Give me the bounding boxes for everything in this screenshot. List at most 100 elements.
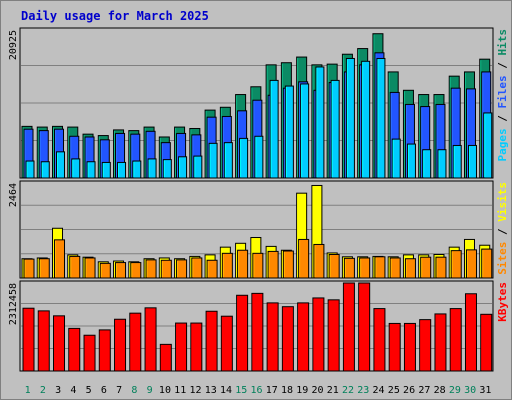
bar-sites-day-18	[282, 250, 294, 279]
bar-kbytes-day-27	[419, 319, 432, 372]
bar-kbytes-day-30	[464, 293, 477, 372]
x-tick-day-2: 2	[40, 385, 46, 396]
x-tick-day-31: 31	[479, 385, 491, 396]
bar-sites-day-9	[145, 259, 157, 279]
bar-pages-day-13	[208, 142, 218, 179]
bar-pages-day-15	[239, 137, 249, 179]
bar-pages-day-4	[71, 158, 81, 179]
bar-pages-day-12	[193, 155, 203, 179]
bar-pages-day-5	[86, 161, 96, 179]
bar-kbytes-day-10	[159, 343, 172, 372]
bar-kbytes-day-8	[129, 312, 142, 372]
bar-sites-day-15	[237, 249, 249, 279]
bar-pages-day-31	[483, 112, 493, 179]
bar-pages-day-26	[406, 143, 416, 179]
chart-title: Daily usage for March 2025	[21, 9, 209, 23]
bar-kbytes-day-9	[144, 307, 157, 372]
x-tick-day-19: 19	[296, 385, 308, 396]
bar-kbytes-day-7	[114, 318, 127, 372]
bar-sites-day-14	[221, 252, 233, 279]
bar-kbytes-day-2	[37, 310, 50, 372]
bar-sites-day-7	[115, 262, 127, 279]
x-tick-day-1: 1	[25, 385, 31, 396]
bar-kbytes-day-16	[251, 292, 264, 372]
bar-sites-day-20	[313, 243, 325, 279]
x-tick-day-18: 18	[281, 385, 293, 396]
bar-pages-day-21	[330, 79, 340, 179]
bar-sites-day-6	[99, 262, 111, 279]
legend-entry-hits-files-pages-4: Hits	[496, 29, 509, 56]
bar-kbytes-day-28	[434, 313, 447, 372]
bar-sites-day-30	[465, 249, 477, 279]
bar-kbytes-day-13	[205, 310, 218, 372]
legend-sites-visits: Sites / Visits	[496, 182, 509, 275]
bar-kbytes-day-14	[220, 315, 233, 372]
bar-sites-day-16	[252, 252, 264, 279]
bar-pages-day-10	[162, 159, 172, 179]
bar-sites-day-29	[450, 250, 462, 279]
bar-pages-day-14	[223, 142, 233, 179]
x-tick-day-25: 25	[388, 385, 400, 396]
bar-pages-day-23	[361, 60, 371, 179]
bar-sites-day-22	[343, 257, 355, 279]
bar-pages-day-9	[147, 158, 157, 179]
bar-kbytes-day-11	[175, 322, 188, 372]
bar-pages-day-11	[178, 156, 188, 179]
x-tick-day-12: 12	[189, 385, 201, 396]
bar-sites-day-27	[420, 256, 432, 279]
bar-sites-day-5	[84, 257, 96, 279]
bar-sites-day-24	[374, 256, 386, 279]
x-tick-day-21: 21	[327, 385, 339, 396]
bar-kbytes-day-26	[403, 322, 416, 372]
bar-kbytes-day-18	[281, 306, 294, 372]
x-tick-day-26: 26	[403, 385, 415, 396]
bar-kbytes-day-22	[342, 282, 355, 372]
x-tick-day-10: 10	[159, 385, 171, 396]
bar-sites-day-1	[23, 258, 35, 279]
x-tick-day-15: 15	[235, 385, 247, 396]
bar-kbytes-day-6	[98, 329, 111, 372]
legend-entry-sites-visits-2: Visits	[496, 182, 509, 222]
bar-pages-day-3	[56, 151, 66, 179]
x-tick-day-22: 22	[342, 385, 354, 396]
legend-hits-files-pages: Pages / Files / Hits	[496, 29, 509, 162]
x-tick-day-5: 5	[86, 385, 92, 396]
bar-sites-day-23	[359, 257, 371, 279]
bar-pages-day-18	[284, 85, 294, 179]
y-max-label-hits-files-pages: 20925	[8, 30, 19, 60]
bar-sites-day-10	[160, 259, 172, 279]
bar-kbytes-day-17	[266, 302, 279, 372]
bar-kbytes-day-24	[373, 308, 386, 372]
bar-kbytes-day-21	[327, 299, 340, 372]
y-max-label-kbytes: 2312458	[8, 283, 19, 325]
bar-sites-day-4	[69, 255, 81, 279]
bar-pages-day-22	[345, 57, 355, 179]
x-tick-day-24: 24	[373, 385, 385, 396]
bar-pages-day-25	[391, 138, 401, 179]
legend-entry-hits-files-pages-0: Pages	[496, 128, 509, 161]
x-tick-day-30: 30	[464, 385, 476, 396]
x-tick-day-4: 4	[70, 385, 76, 396]
legend-kbytes: KBytes	[496, 282, 509, 322]
bar-pages-day-24	[376, 57, 386, 179]
bar-pages-day-30	[467, 144, 477, 179]
bar-pages-day-29	[452, 144, 462, 179]
bar-sites-day-12	[191, 257, 203, 279]
bar-sites-day-19	[298, 238, 310, 279]
bar-pages-day-8	[132, 160, 142, 179]
x-tick-day-7: 7	[116, 385, 122, 396]
bar-pages-day-27	[422, 149, 432, 179]
x-tick-day-8: 8	[131, 385, 137, 396]
bar-pages-day-2	[40, 161, 50, 179]
legend-entry-hits-files-pages-1: /	[496, 109, 509, 129]
legend-entry-hits-files-pages-3: /	[496, 56, 509, 76]
x-tick-day-6: 6	[101, 385, 107, 396]
bar-pages-day-7	[117, 161, 127, 179]
bar-kbytes-day-19	[297, 302, 310, 372]
x-tick-day-27: 27	[418, 385, 430, 396]
x-tick-day-28: 28	[434, 385, 446, 396]
bar-pages-day-17	[269, 79, 279, 179]
legend-entry-sites-visits-1: /	[496, 222, 509, 242]
